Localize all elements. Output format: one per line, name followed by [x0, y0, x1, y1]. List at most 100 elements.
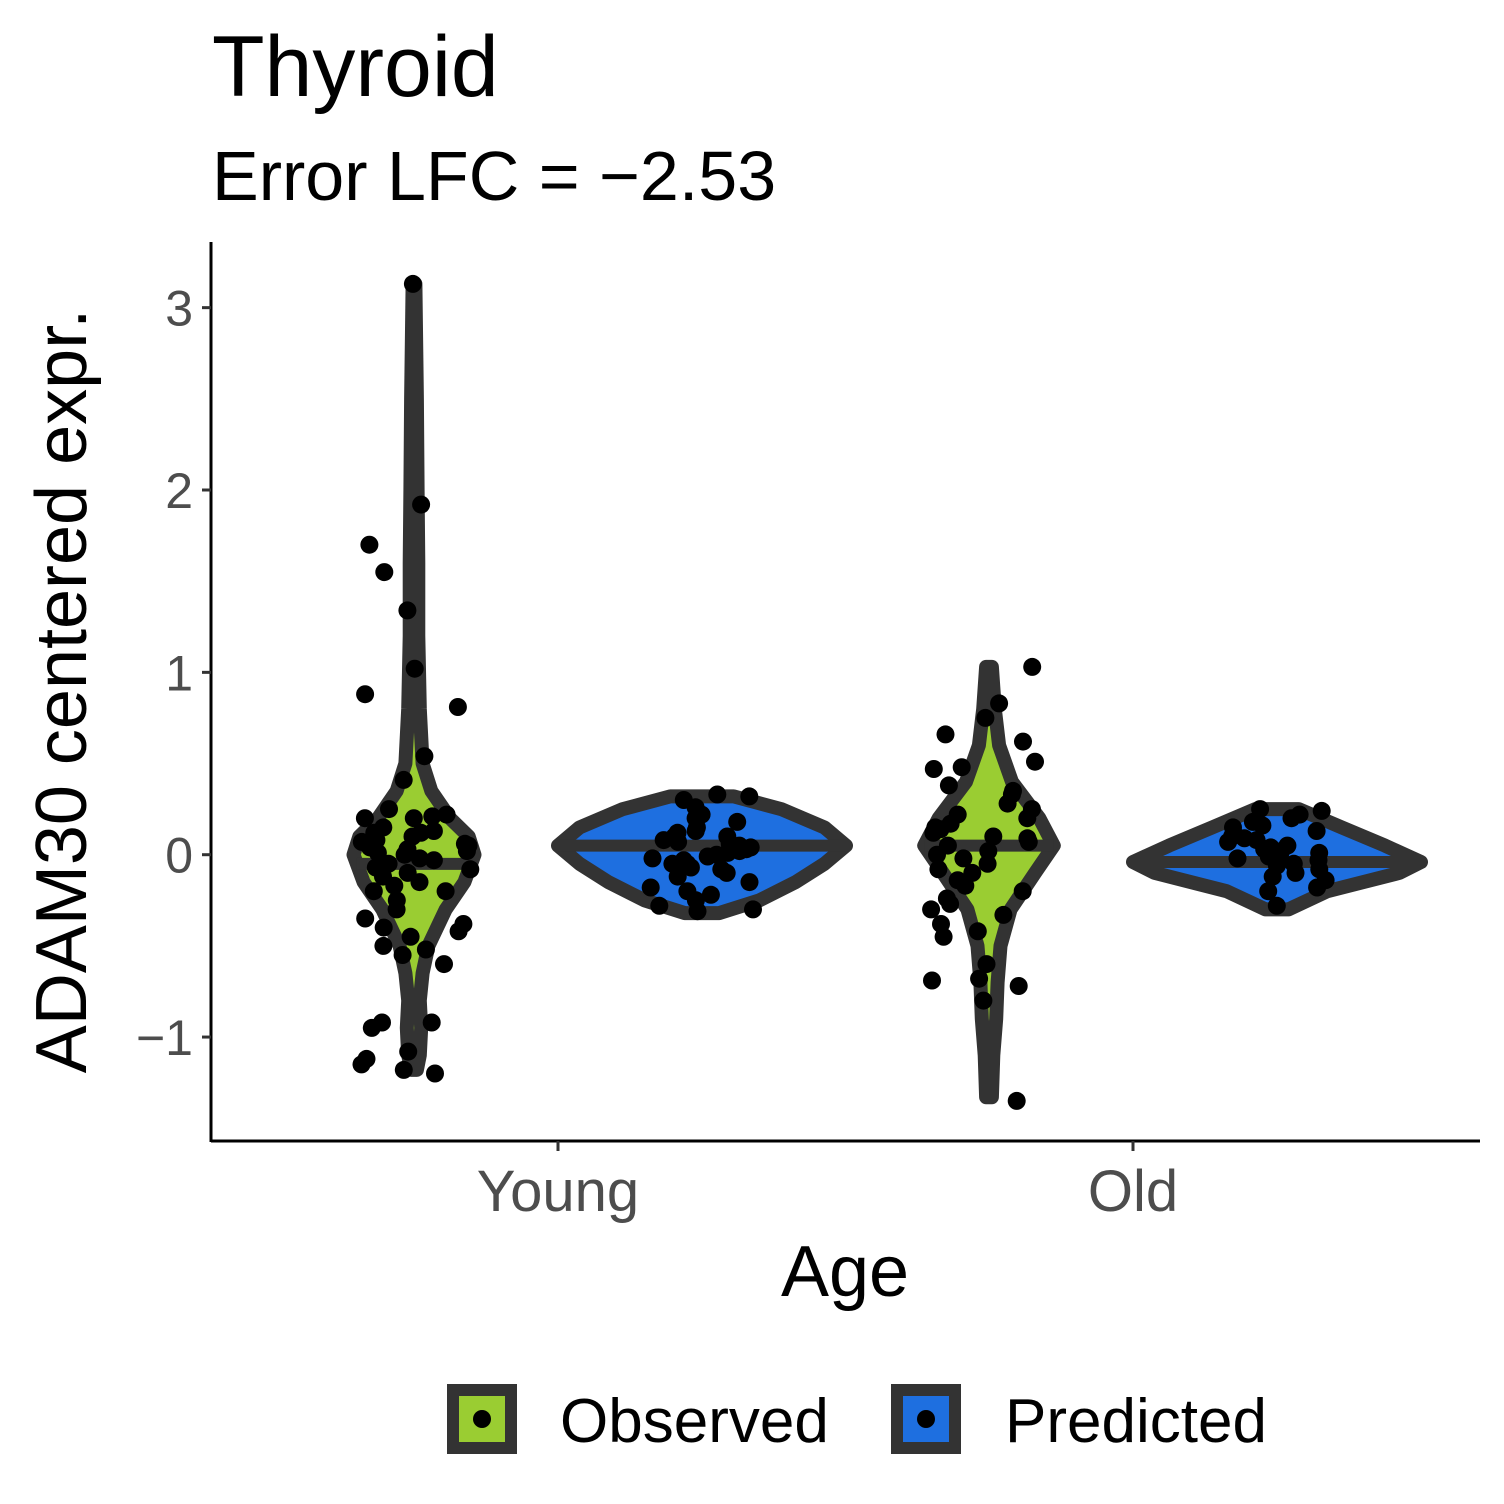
data-point — [360, 535, 379, 554]
data-point — [1219, 832, 1238, 851]
data-point — [923, 971, 941, 990]
y-tick-label: 1 — [165, 645, 193, 701]
data-point — [1023, 657, 1042, 676]
data-point — [403, 274, 422, 293]
data-point — [1308, 878, 1327, 897]
data-point — [654, 831, 673, 850]
data-point — [457, 842, 476, 861]
data-point — [356, 909, 375, 928]
data-point — [1026, 752, 1044, 771]
data-point — [1282, 809, 1301, 828]
chart-subtitle: Error LFC = −2.53 — [212, 137, 776, 215]
data-point — [355, 809, 374, 828]
data-point — [435, 955, 453, 974]
data-point — [740, 787, 759, 806]
data-point — [399, 1042, 418, 1061]
data-point — [936, 725, 955, 744]
x-axis-label: Age — [781, 1232, 909, 1312]
data-point — [385, 876, 404, 895]
data-point — [941, 894, 960, 913]
data-point — [387, 900, 406, 919]
data-point — [423, 807, 442, 826]
data-point — [686, 822, 705, 840]
data-point — [1259, 882, 1278, 901]
data-point — [375, 563, 394, 582]
data-point — [979, 842, 998, 861]
legend-key-predicted — [891, 1384, 961, 1454]
data-point — [404, 809, 423, 828]
data-point — [393, 946, 412, 964]
legend-key-dot — [917, 1410, 935, 1428]
data-point — [701, 885, 720, 904]
data-point — [364, 882, 383, 901]
data-point — [405, 659, 424, 678]
data-point — [380, 800, 398, 819]
data-point — [998, 794, 1017, 813]
data-point — [437, 805, 456, 824]
data-point — [688, 902, 707, 921]
data-point — [717, 863, 736, 882]
y-tick-label: 0 — [165, 828, 193, 884]
data-point — [424, 851, 443, 870]
data-point — [956, 876, 975, 895]
data-point — [708, 785, 727, 804]
data-point — [924, 760, 943, 778]
violins — [346, 276, 1428, 1105]
data-point — [461, 860, 480, 879]
data-point — [374, 936, 393, 955]
data-point — [1014, 732, 1032, 751]
data-point — [994, 905, 1013, 924]
data-point — [744, 900, 762, 919]
y-axis-label: ADAM30 centered expr. — [22, 309, 102, 1073]
data-point — [1307, 822, 1326, 840]
data-point — [356, 685, 375, 704]
data-point — [1228, 849, 1247, 868]
x-ticks: Young Old — [477, 1141, 1178, 1224]
data-point — [928, 845, 946, 864]
data-point — [426, 1064, 444, 1083]
data-point — [401, 927, 420, 946]
data-point — [740, 873, 759, 892]
data-point — [984, 827, 1003, 846]
data-point — [415, 747, 434, 766]
data-point — [1263, 867, 1282, 886]
chart-title: Thyroid — [212, 19, 499, 115]
data-point — [970, 969, 989, 988]
data-point — [681, 858, 700, 877]
data-point — [1286, 863, 1305, 882]
data-point — [954, 849, 973, 868]
data-point — [939, 776, 958, 795]
data-point — [352, 1055, 371, 1074]
data-point — [728, 812, 747, 831]
data-point — [448, 698, 467, 716]
data-point — [410, 849, 429, 868]
data-point — [924, 823, 943, 842]
y-tick-label: 3 — [165, 281, 193, 337]
y-tick-label: −1 — [136, 1010, 193, 1066]
data-point — [1253, 816, 1272, 835]
data-point — [1007, 1091, 1026, 1110]
data-point — [978, 854, 997, 873]
data-point — [929, 860, 948, 879]
legend-label-predicted: Predicted — [1005, 1387, 1267, 1456]
data-point — [668, 867, 687, 886]
data-point — [398, 601, 417, 620]
data-point — [373, 1013, 391, 1032]
data-point — [394, 1060, 413, 1079]
data-point — [968, 922, 987, 941]
data-point — [977, 955, 996, 974]
data-point — [395, 845, 414, 864]
data-point — [1009, 977, 1028, 995]
y-ticks: −1 0 1 2 3 — [136, 281, 211, 1066]
data-point — [1312, 801, 1331, 820]
data-point — [422, 1013, 441, 1032]
legend-label-observed: Observed — [560, 1387, 829, 1456]
data-point — [990, 694, 1009, 713]
data-point — [1018, 809, 1037, 828]
data-point — [698, 847, 717, 866]
data-point — [394, 770, 413, 789]
data-point — [1267, 896, 1286, 915]
data-point — [1019, 832, 1038, 851]
data-point — [449, 922, 468, 941]
y-tick-label: 2 — [165, 463, 193, 519]
